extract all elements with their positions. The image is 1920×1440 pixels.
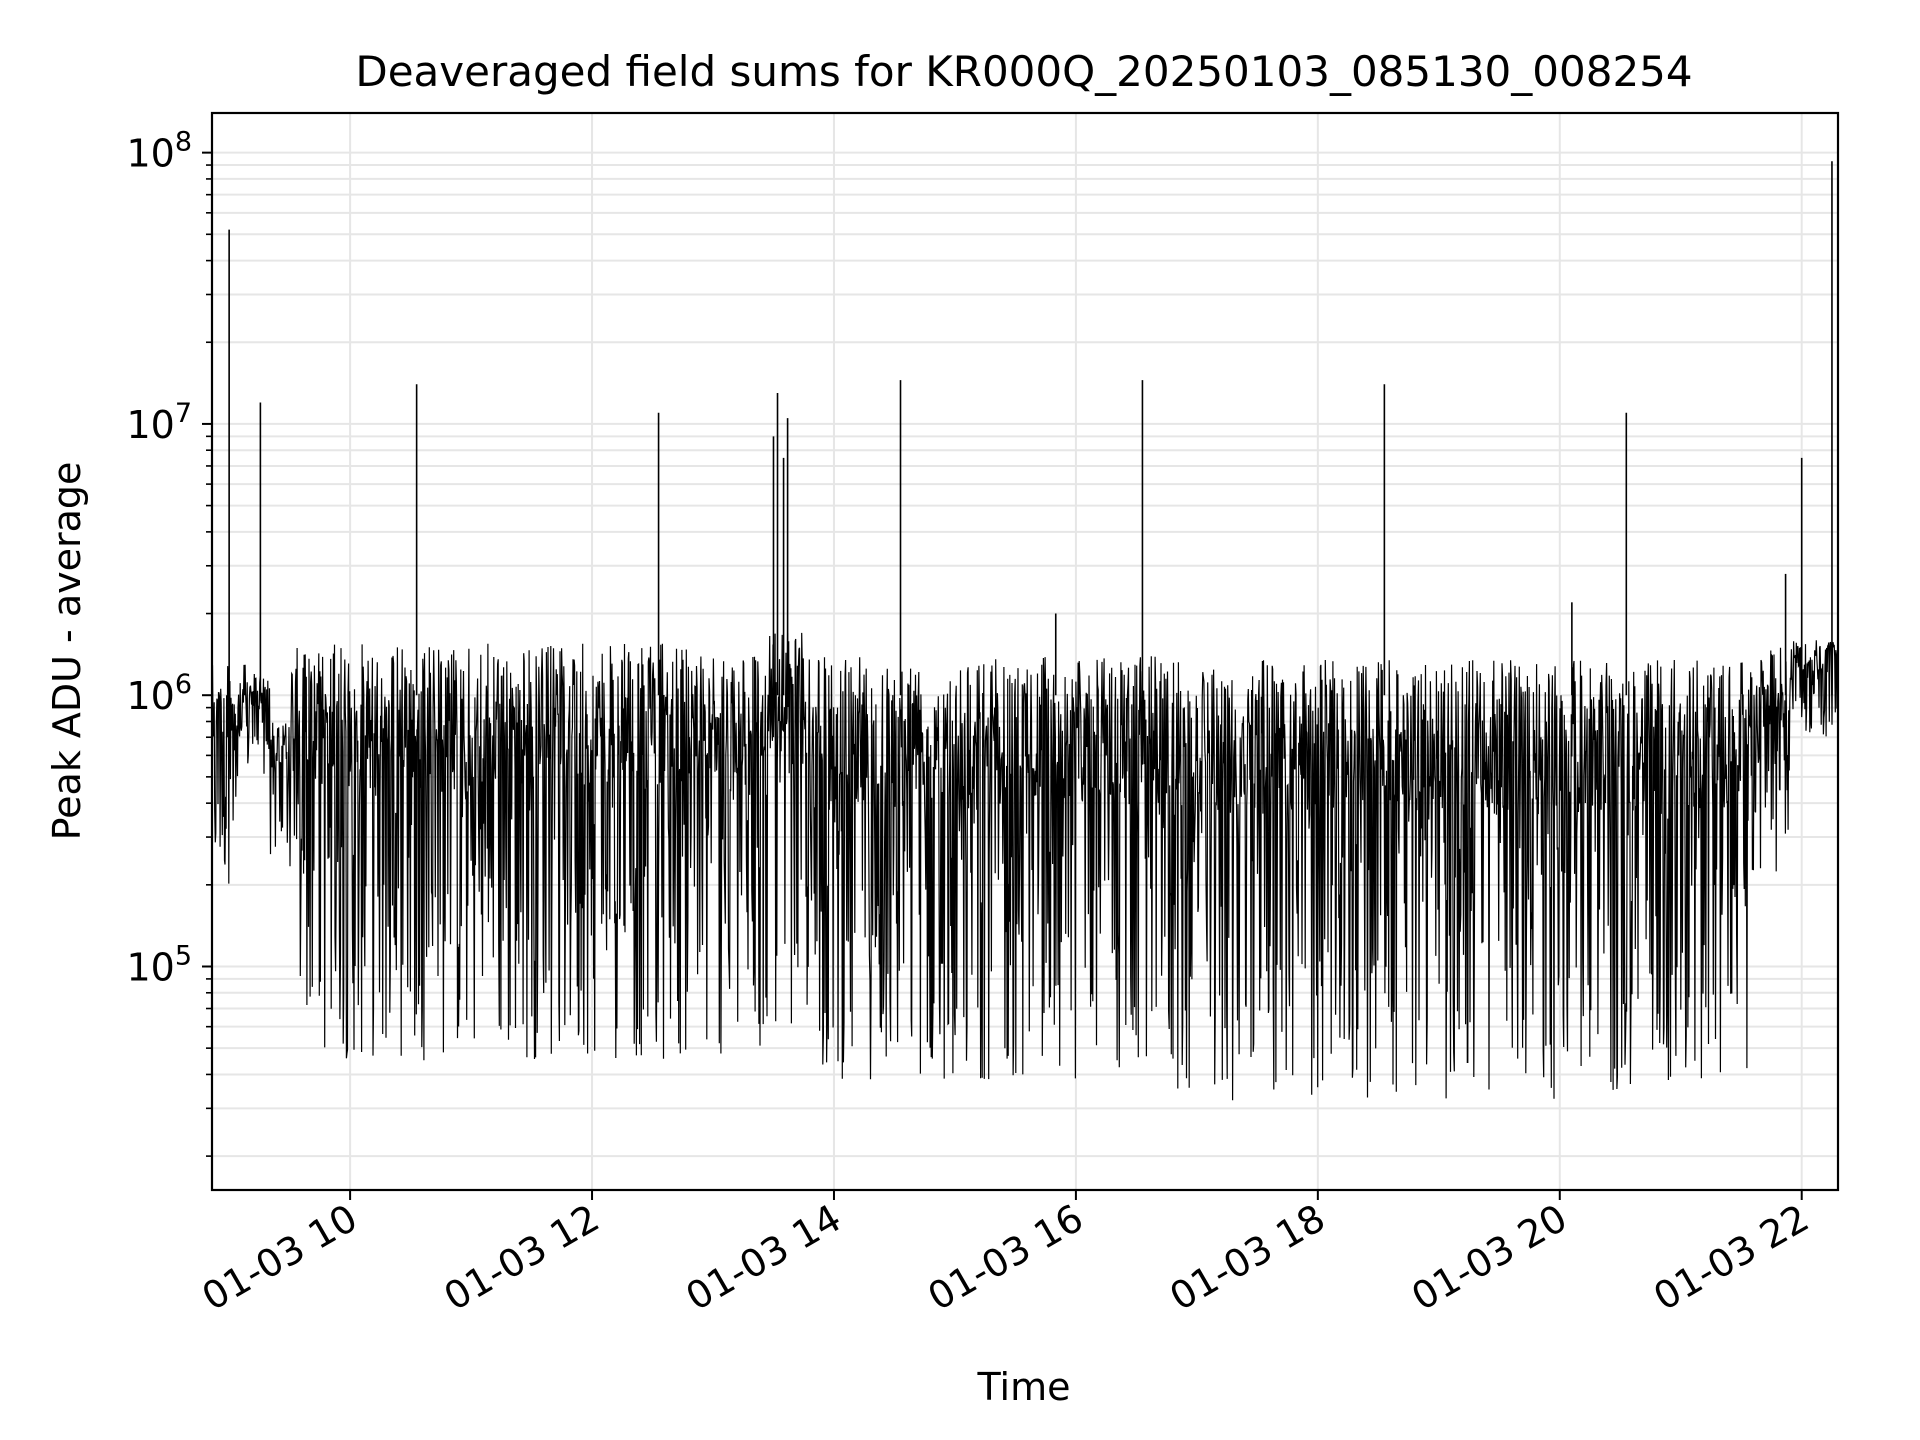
series-path (211, 632, 1839, 1101)
series-line (211, 161, 1839, 1101)
y-tick-label: 108 (126, 127, 192, 176)
y-axis-label: Peak ADU - average (45, 462, 89, 841)
x-axis-label: Time (977, 1365, 1071, 1409)
y-tick-label: 105 (126, 940, 192, 989)
y-tick-label: 107 (126, 398, 192, 447)
y-tick-label: 106 (126, 669, 192, 718)
y-axis: 105 106 107 108 (126, 127, 212, 1157)
chart-title: Deaveraged field sums for KR000Q_2025010… (355, 47, 1692, 96)
plot-frame (210, 111, 1840, 1192)
